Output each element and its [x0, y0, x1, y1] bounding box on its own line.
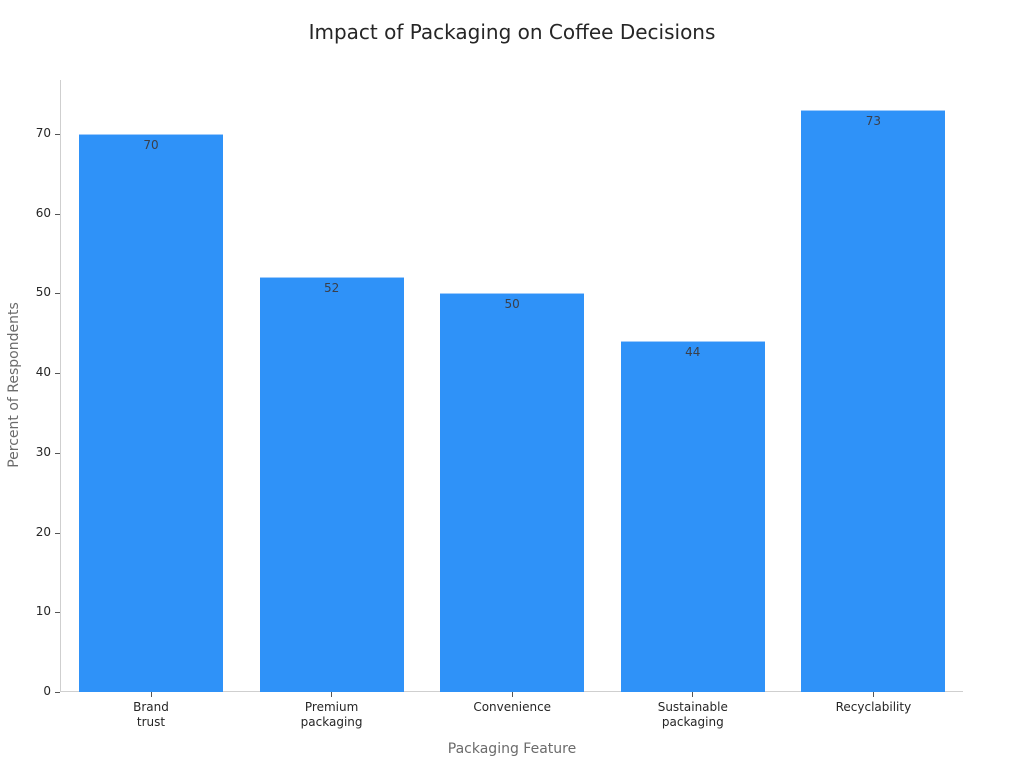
y-tick-label: 50: [35, 285, 51, 300]
y-tick-label: 10: [35, 604, 51, 619]
x-tick: Recyclability: [793, 692, 953, 715]
y-tick-mark: [55, 134, 60, 135]
x-axis-label: Packaging Feature: [447, 741, 577, 757]
y-tick-mark: [55, 373, 60, 375]
y-tick-label: 0: [43, 684, 51, 698]
y-tick-mark: [55, 532, 60, 534]
bar-value-label: 50: [504, 297, 520, 312]
x-tick-mark: [511, 692, 513, 697]
y-tick-label: 70: [35, 126, 51, 140]
x-tick-mark: [331, 692, 333, 697]
bar-value-label: 73: [865, 114, 882, 129]
y-tick-label: 20: [35, 524, 51, 539]
y-tick-mark: [55, 293, 60, 295]
x-tick: Convenience: [432, 692, 592, 715]
y-tick-mark: [55, 452, 60, 454]
x-tick-mark: [692, 692, 694, 697]
x-tick-label: Sustainable packaging: [657, 700, 728, 729]
bar-value-label: 70: [143, 138, 159, 152]
bar: 52: [259, 277, 404, 692]
x-tick-label: Recyclability: [835, 700, 912, 714]
x-tick: Brand trust: [71, 692, 231, 730]
y-tick-mark: [55, 692, 60, 693]
bar: 70: [79, 134, 223, 692]
bar: 50: [440, 293, 585, 692]
bar-value-label: 44: [685, 345, 701, 360]
bar: 44: [620, 341, 765, 692]
x-tick-label: Brand trust: [133, 700, 169, 729]
y-tick-label: 30: [35, 444, 51, 459]
x-tick-label: Convenience: [473, 700, 552, 714]
x-tick: Sustainable packaging: [613, 692, 773, 730]
y-axis-label: Percent of Respondents: [6, 302, 22, 468]
chart-title: Impact of Packaging on Coffee Decisions: [308, 20, 716, 44]
y-tick-label: 60: [35, 205, 51, 220]
x-tick-label: Premium packaging: [300, 700, 363, 729]
x-tick-mark: [150, 692, 152, 697]
x-tick: Premium packaging: [252, 692, 412, 730]
y-tick-mark: [55, 213, 60, 215]
bar: 73: [801, 110, 946, 692]
y-tick-mark: [55, 612, 60, 614]
bar-value-label: 52: [323, 281, 340, 296]
x-tick-mark: [872, 692, 874, 697]
y-axis-line: [60, 80, 61, 692]
y-tick-label: 40: [35, 365, 51, 380]
